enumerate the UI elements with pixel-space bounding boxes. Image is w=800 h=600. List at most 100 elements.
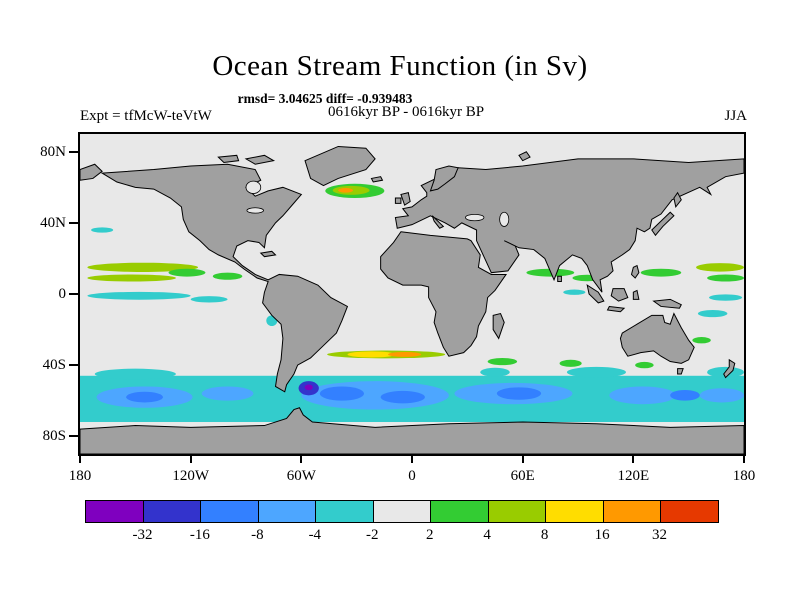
season-label: JJA — [724, 108, 747, 124]
y-axis-tick — [69, 221, 78, 224]
colorbar-segment — [372, 501, 431, 522]
landmass-chukotka — [80, 164, 102, 180]
anomaly-region--8..-4 — [201, 386, 254, 401]
anomaly-region--16..-8 — [380, 390, 425, 404]
x-axis-tick — [521, 456, 524, 463]
y-axis-tick — [69, 150, 78, 153]
x-axis-label: 60E — [510, 468, 535, 484]
anomaly-region-2..4 — [635, 361, 654, 369]
anomaly-region--16..-8 — [126, 391, 163, 403]
x-axis-label: 180 — [732, 468, 756, 484]
anomaly-region-4..8 — [696, 263, 744, 272]
anomaly-region--16..-8 — [670, 390, 700, 401]
landmass-greenland — [305, 146, 375, 185]
landmass-africa — [381, 232, 506, 356]
anomaly-region-2..4 — [168, 268, 206, 277]
anomaly-region--4..-2 — [87, 291, 191, 300]
x-axis-tick — [300, 456, 303, 463]
y-axis-label: 40N — [40, 214, 66, 231]
anomaly-region-2..4 — [487, 358, 518, 366]
x-axis-label: 180 — [68, 468, 92, 484]
anomaly-region--16..-8 — [496, 387, 542, 400]
y-axis-tick — [69, 293, 78, 295]
anomaly-region-<-32 — [304, 384, 313, 391]
anomaly-region-4..8 — [87, 274, 176, 282]
anomaly-region-16..32 — [388, 351, 422, 357]
anomaly-region--4..-2 — [697, 310, 728, 318]
x-axis-label: 0 — [408, 468, 416, 484]
colorbar-segment — [487, 501, 546, 522]
lake-black-sea — [465, 214, 483, 220]
anomaly-region--8..-4 — [609, 386, 676, 405]
colorbar-segment — [257, 501, 316, 522]
anomaly-region-2..4 — [692, 337, 711, 344]
x-axis-tick — [632, 456, 635, 463]
landmass-americas — [102, 164, 347, 392]
colorbar-label: -4 — [308, 527, 322, 543]
experiment-label: Expt = tfMcW-teVtW — [80, 108, 212, 124]
colorbar-label: 16 — [594, 527, 610, 543]
x-axis-tick — [189, 456, 192, 463]
colorbar-segment — [86, 501, 143, 522]
world-map — [80, 134, 744, 454]
anomaly-region--4..-2 — [190, 296, 228, 303]
anomaly-region--4..-2 — [480, 367, 510, 377]
map-plot-area — [78, 132, 746, 456]
colorbar-segment — [545, 501, 603, 522]
anomaly-region--16..-8 — [319, 386, 365, 401]
landmass-madagascar — [493, 314, 504, 339]
colorbar-label: -16 — [189, 527, 210, 543]
figure-title: Ocean Stream Function (in Sv) — [212, 50, 588, 82]
y-axis-label: 0 — [58, 286, 67, 302]
colorbar-label: 32 — [652, 527, 668, 543]
anomaly-region--4..-2 — [91, 227, 114, 233]
period-line: 0616kyr BP - 0616kyr BP — [327, 104, 485, 120]
colorbar-segment — [142, 501, 201, 522]
y-axis-tick — [69, 364, 78, 367]
colorbar-label: -8 — [251, 527, 264, 543]
colorbar-label: 8 — [540, 527, 549, 543]
anomaly-region--4..-2 — [94, 368, 176, 380]
land-layer — [80, 146, 744, 454]
x-axis-tick — [743, 456, 745, 463]
x-axis-label: 120E — [617, 468, 650, 484]
colorbar-segment — [430, 501, 488, 522]
colorbar-label: -2 — [366, 527, 379, 543]
anomaly-region-2..4 — [526, 268, 575, 277]
anomaly-region-16..32 — [338, 188, 353, 193]
landmass-antarctica — [80, 408, 744, 454]
lake-hudson-bay — [246, 181, 261, 193]
lake-great-lakes — [247, 208, 264, 213]
colorbar-segment — [200, 501, 258, 522]
x-axis-tick — [79, 456, 81, 463]
anomaly-region--4..-2 — [563, 289, 586, 295]
colorbar-segment — [315, 501, 373, 522]
landmass-australia — [620, 314, 694, 364]
x-axis-tick — [411, 456, 413, 463]
y-axis-label: 80S — [42, 428, 66, 445]
anomaly-region--4..-2 — [708, 294, 743, 301]
landmass-islands — [218, 152, 734, 378]
lake-layer — [246, 181, 509, 226]
anomaly-region-2..4 — [559, 359, 582, 367]
colorbar-segment — [660, 501, 719, 522]
y-axis-tick — [69, 435, 78, 438]
y-axis-label: 40S — [42, 357, 66, 374]
anomaly-region--8..-4 — [699, 388, 744, 403]
x-axis-label: 60W — [286, 468, 316, 484]
stats-line: rmsd= 3.04625 diff= -0.939483 — [237, 91, 413, 106]
anomaly-region--4..-2 — [566, 366, 626, 378]
x-axis-label: 120W — [172, 468, 209, 484]
colorbar-label: -32 — [132, 527, 153, 543]
colorbar — [85, 500, 719, 523]
anomaly-region-2..4 — [212, 272, 243, 280]
y-axis-label: 80N — [40, 143, 66, 160]
landmass-eurasia — [395, 159, 744, 292]
colorbar-label: 2 — [425, 527, 434, 543]
colorbar-segment — [602, 501, 661, 522]
colorbar-label: 4 — [483, 527, 491, 543]
anomaly-region-2..4 — [640, 268, 682, 277]
lake-caspian-sea — [500, 212, 509, 226]
landmass-scandinavia — [430, 166, 458, 191]
